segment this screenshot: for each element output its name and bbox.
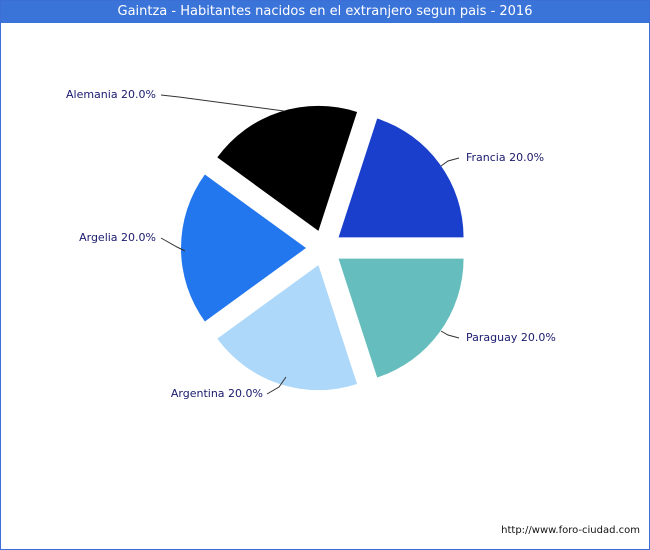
pie-slice-alemania — [217, 105, 358, 231]
leader-line-argentina — [266, 376, 287, 395]
pie-labels: Francia 20.0% Paraguay 20.0% Argentina 20.… — [66, 88, 556, 400]
source-watermark: http://www.foro-ciudad.com — [501, 525, 640, 536]
slice-label-francia: Francia 20.0% — [466, 151, 544, 164]
slice-label-argentina: Argentina 20.0% — [171, 387, 263, 400]
leader-line-paraguay — [440, 330, 460, 339]
pie-leader-lines — [160, 94, 460, 395]
leader-line-argelia — [160, 237, 186, 252]
leader-line-alemania — [160, 94, 285, 112]
pie-slice-argelia — [181, 174, 306, 322]
pie-slice-francia — [338, 118, 464, 238]
pie-slices — [181, 105, 464, 391]
slice-label-paraguay: Paraguay 20.0% — [466, 331, 556, 344]
slice-label-alemania: Alemania 20.0% — [66, 88, 156, 101]
pie-slice-argentina — [217, 265, 358, 391]
chart-title: Gaintza - Habitantes nacidos en el extra… — [1, 1, 649, 23]
pie-slice-paraguay — [338, 258, 464, 378]
slice-label-argelia: Argelia 20.0% — [79, 231, 156, 244]
leader-line-francia — [440, 157, 460, 167]
